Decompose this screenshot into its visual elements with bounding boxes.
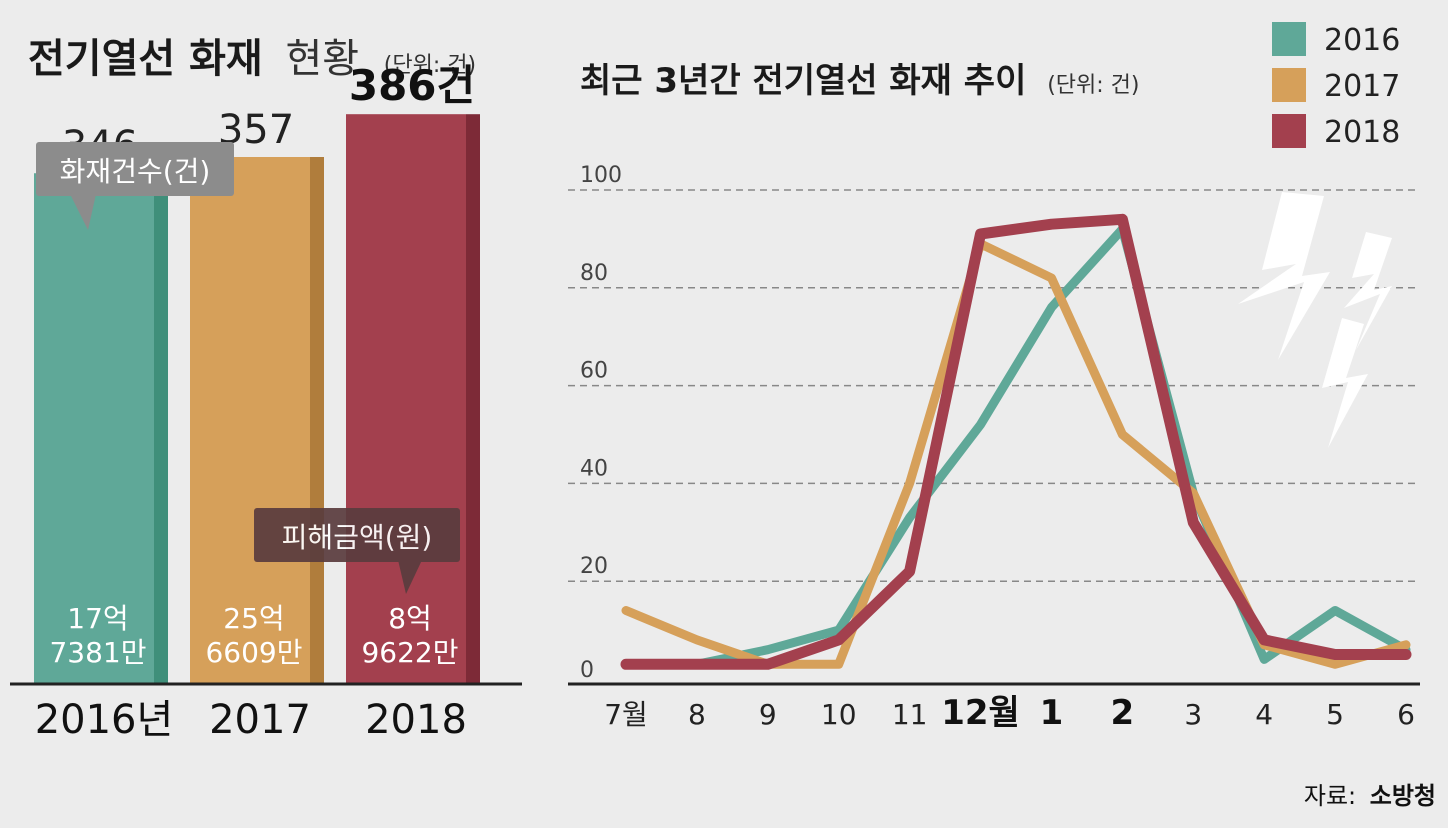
x-tick-10: 5 bbox=[1326, 698, 1344, 731]
right-title-main: 최근 3년간 전기열선 화재 추이 bbox=[580, 61, 1026, 101]
x-tick-0: 7월 bbox=[604, 698, 648, 731]
bar-damage-2018-1: 9622만 bbox=[361, 636, 458, 669]
legend: 2016 2017 2018 bbox=[1272, 22, 1400, 150]
bar-damage-2016-1: 7381만 bbox=[49, 636, 146, 669]
bar-side-2016 bbox=[154, 173, 168, 684]
legend-swatch-2017 bbox=[1272, 68, 1306, 102]
source-label: 자료: bbox=[1304, 782, 1356, 810]
x-tick-4: 11 bbox=[892, 698, 928, 731]
x-tick-6: 1 bbox=[1040, 693, 1064, 733]
x-tick-5: 12월 bbox=[941, 693, 1020, 733]
x-tick-3: 10 bbox=[821, 698, 857, 731]
right-title-unit: (단위: 건) bbox=[1047, 73, 1139, 98]
callout-damage-label: 피해금액(원) bbox=[282, 521, 433, 554]
callout-damage-tail bbox=[398, 560, 422, 594]
y-axis-ticks: 0 20 40 60 80 100 bbox=[580, 163, 622, 683]
series-line-2017 bbox=[621, 239, 1411, 669]
series-line-2018 bbox=[620, 213, 1412, 670]
right-title: 최근 3년간 전기열선 화재 추이 (단위: 건) bbox=[580, 61, 1139, 101]
x-tick-11: 6 bbox=[1397, 698, 1415, 731]
y-tick-80: 80 bbox=[580, 261, 608, 286]
bar-year-2018: 2018 bbox=[365, 697, 467, 743]
y-tick-60: 60 bbox=[580, 359, 608, 384]
callout-count-box bbox=[36, 142, 234, 196]
source-note: 자료: 소방청 bbox=[1304, 782, 1436, 810]
bar-damage-2016-0: 17억 bbox=[67, 602, 128, 635]
x-tick-8: 3 bbox=[1184, 698, 1202, 731]
bar-side-2017 bbox=[310, 157, 324, 684]
bar-year-2016: 2016년 bbox=[35, 697, 174, 743]
bar-2018 bbox=[346, 114, 466, 684]
bar-damage-2017-1: 6609만 bbox=[205, 636, 302, 669]
series-line-2016 bbox=[621, 224, 1411, 669]
legend-label-2018: 2018 bbox=[1324, 115, 1400, 150]
legend-swatch-2016 bbox=[1272, 22, 1306, 56]
legend-swatch-2018 bbox=[1272, 114, 1306, 148]
bar-value-2018: 386건 bbox=[349, 61, 475, 110]
x-tick-1: 8 bbox=[688, 698, 706, 731]
source-name: 소방청 bbox=[1370, 782, 1436, 810]
y-tick-100: 100 bbox=[580, 163, 622, 188]
left-title-unit: (단위: 건) bbox=[384, 53, 476, 78]
x-axis-ticks: 7월 8 9 10 11 12월 1 2 3 4 5 6 bbox=[604, 693, 1415, 733]
legend-label-2017: 2017 bbox=[1324, 69, 1400, 104]
left-title-light: 현황 bbox=[285, 36, 359, 82]
bar-damage-2017-0: 25억 bbox=[223, 602, 284, 635]
y-tick-40: 40 bbox=[580, 456, 608, 481]
bar-side-2018 bbox=[466, 114, 480, 684]
left-title-main: 전기열선 화재 bbox=[28, 36, 263, 82]
annual-bar-chart: 34617억7381만2016년35725억6609만2017386건8억962… bbox=[34, 61, 480, 743]
callout-damage-box bbox=[254, 508, 460, 562]
x-tick-7: 2 bbox=[1111, 693, 1135, 733]
left-title: 전기열선 화재 현황 (단위: 건) bbox=[28, 36, 476, 82]
legend-label-2016: 2016 bbox=[1324, 23, 1400, 58]
lightning-icon bbox=[1238, 192, 1392, 448]
bar-2016 bbox=[34, 173, 154, 684]
callout-count-label: 화재건수(건) bbox=[60, 155, 211, 188]
callout-count-tail bbox=[70, 194, 96, 230]
bar-year-2017: 2017 bbox=[209, 697, 311, 743]
bar-damage-2018-0: 8억 bbox=[388, 602, 432, 635]
bar-2017 bbox=[190, 157, 310, 684]
x-tick-2: 9 bbox=[759, 698, 777, 731]
x-tick-9: 4 bbox=[1255, 698, 1273, 731]
monthly-line-chart bbox=[620, 213, 1412, 670]
callout-damage: 피해금액(원) bbox=[254, 508, 460, 594]
callout-count: 화재건수(건) bbox=[36, 142, 234, 230]
y-tick-20: 20 bbox=[580, 554, 608, 579]
y-tick-0: 0 bbox=[580, 658, 594, 683]
